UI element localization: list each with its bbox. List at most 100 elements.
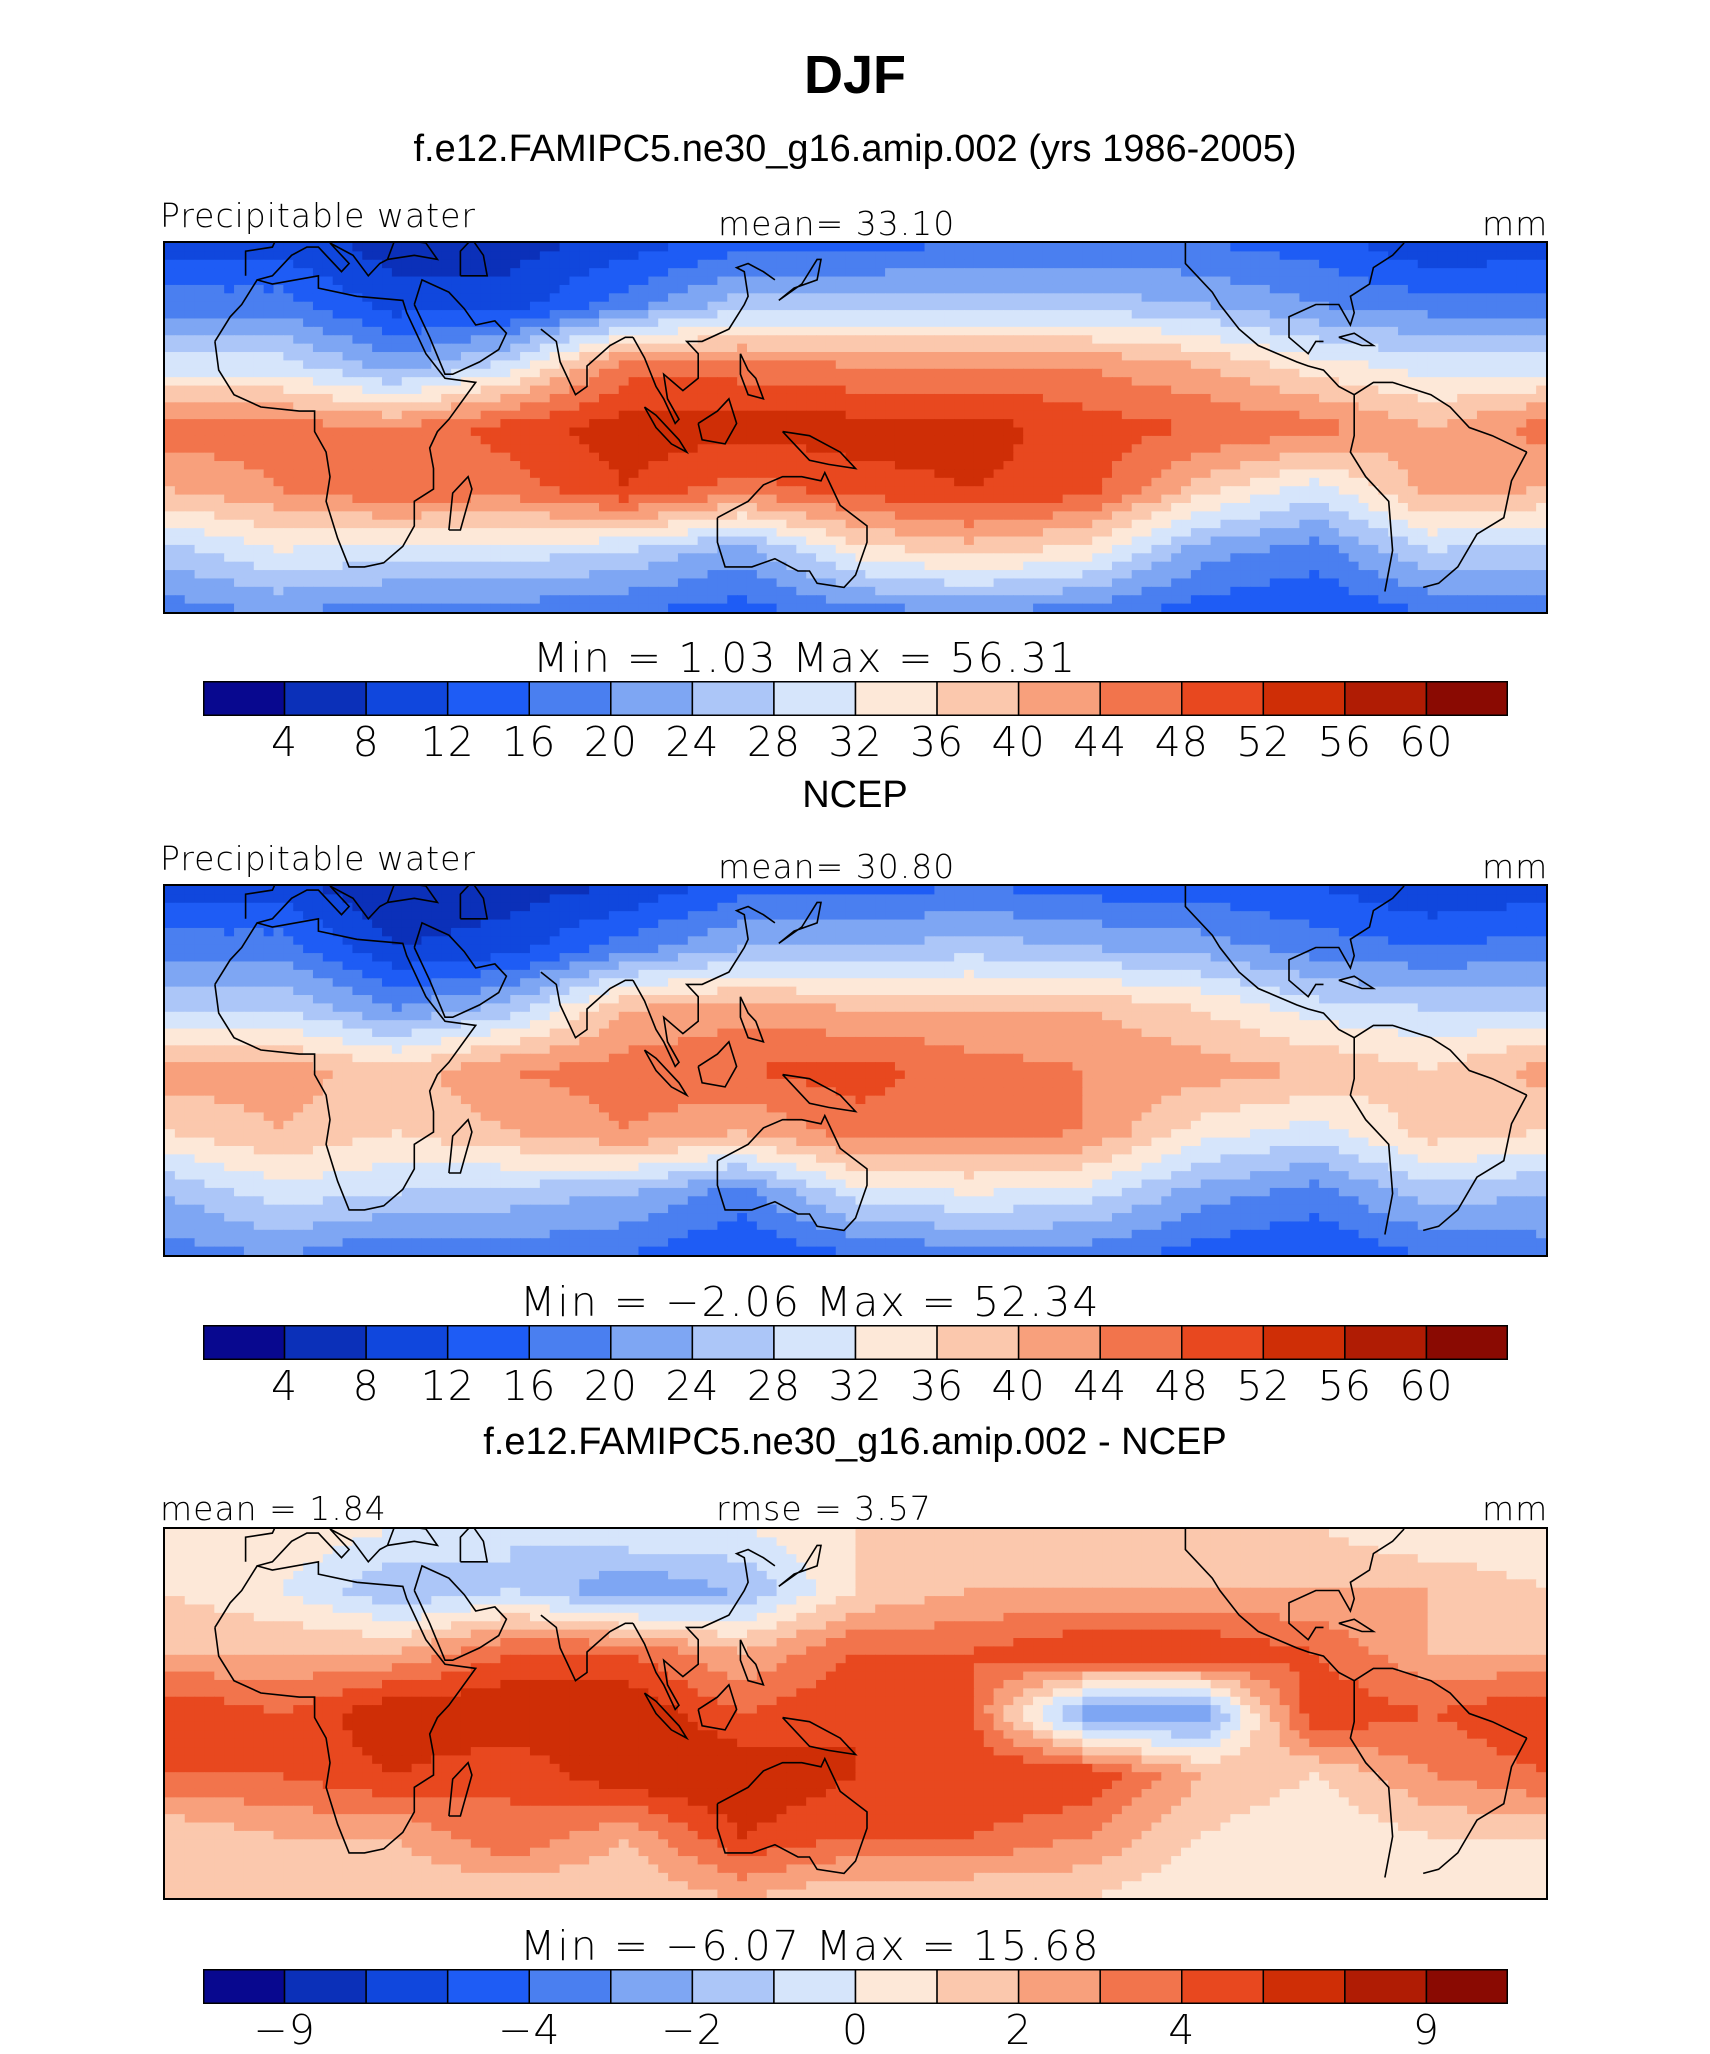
field-cell bbox=[845, 318, 857, 328]
field-cell bbox=[934, 477, 945, 487]
field-cell bbox=[835, 243, 847, 252]
field-cell bbox=[362, 469, 373, 479]
field-cell bbox=[904, 243, 916, 252]
field-cell bbox=[1269, 528, 1281, 538]
field-cell bbox=[1200, 427, 1212, 437]
field-cell bbox=[391, 360, 403, 370]
field-cell bbox=[1072, 469, 1083, 479]
field-cell bbox=[796, 293, 807, 303]
field-cell bbox=[1338, 427, 1350, 437]
field-cell bbox=[529, 352, 541, 362]
field-cell bbox=[1358, 444, 1370, 454]
field-cell bbox=[746, 377, 758, 387]
field-cell bbox=[579, 326, 590, 336]
field-cell bbox=[352, 301, 363, 311]
field-cell bbox=[786, 427, 797, 437]
field-cell bbox=[638, 343, 649, 353]
field-cell bbox=[362, 410, 373, 420]
field-cell bbox=[1417, 419, 1429, 429]
field-cell bbox=[934, 452, 945, 462]
field-cell bbox=[885, 335, 896, 345]
field-cell bbox=[1181, 511, 1192, 521]
field-cell bbox=[1526, 368, 1537, 378]
field-cell bbox=[1141, 402, 1153, 412]
field-cell bbox=[253, 310, 265, 320]
field-cell bbox=[677, 293, 689, 303]
field-cell bbox=[677, 486, 689, 496]
field-cell bbox=[668, 310, 679, 320]
field-cell bbox=[1131, 385, 1143, 395]
field-cell bbox=[1388, 335, 1399, 345]
field-cell bbox=[234, 251, 245, 261]
field-cell bbox=[1309, 502, 1320, 512]
field-cell bbox=[1299, 511, 1310, 521]
field-cell bbox=[608, 251, 620, 261]
field-cell bbox=[441, 293, 452, 303]
field-cell bbox=[746, 469, 758, 479]
field-cell bbox=[1457, 494, 1468, 504]
field-cell bbox=[993, 410, 1005, 420]
field-cell bbox=[806, 335, 817, 345]
field-cell bbox=[1092, 293, 1103, 303]
field-cell bbox=[589, 393, 600, 403]
field-cell bbox=[500, 310, 511, 320]
field-cell bbox=[1141, 502, 1153, 512]
field-cell bbox=[993, 368, 1005, 378]
field-cell bbox=[332, 444, 344, 454]
field-cell bbox=[1220, 502, 1231, 512]
field-cell bbox=[510, 469, 521, 479]
field-cell bbox=[569, 377, 580, 387]
field-cell bbox=[312, 284, 324, 294]
field-cell bbox=[1447, 410, 1458, 420]
field-cell bbox=[885, 427, 896, 437]
field-cell bbox=[342, 243, 354, 252]
field-cell bbox=[184, 435, 196, 445]
field-cell bbox=[1210, 326, 1222, 336]
field-cell bbox=[559, 469, 571, 479]
field-cell bbox=[1398, 410, 1409, 420]
field-cell bbox=[391, 352, 403, 362]
field-cell bbox=[658, 477, 669, 487]
field-cell bbox=[865, 385, 876, 395]
field-cell bbox=[608, 494, 620, 504]
field-cell bbox=[1003, 536, 1014, 546]
field-cell bbox=[737, 385, 748, 395]
field-cell bbox=[1536, 259, 1546, 269]
field-cell bbox=[608, 243, 620, 252]
field-cell bbox=[224, 335, 235, 345]
field-cell bbox=[283, 427, 294, 437]
field-cell bbox=[845, 444, 857, 454]
field-cell bbox=[1328, 385, 1340, 395]
field-cell bbox=[569, 536, 580, 546]
field-cell bbox=[214, 343, 225, 353]
field-cell bbox=[687, 452, 699, 462]
field-cell bbox=[924, 243, 936, 252]
field-cell bbox=[1516, 410, 1527, 420]
field-cell bbox=[1092, 360, 1103, 370]
field-cell bbox=[914, 536, 926, 546]
field-cell bbox=[1447, 368, 1458, 378]
field-cell bbox=[480, 377, 492, 387]
field-cell bbox=[273, 393, 284, 403]
field-cell bbox=[1378, 469, 1389, 479]
field-cell bbox=[1161, 410, 1172, 420]
field-cell bbox=[480, 536, 492, 546]
field-cell bbox=[776, 352, 788, 362]
field-cell bbox=[608, 377, 620, 387]
field-cell bbox=[470, 284, 482, 294]
field-cell bbox=[589, 343, 600, 353]
field-cell bbox=[1536, 494, 1546, 504]
field-cell bbox=[973, 335, 985, 345]
field-cell bbox=[1259, 251, 1271, 261]
field-cell bbox=[638, 410, 649, 420]
field-cell bbox=[934, 318, 945, 328]
field-cell bbox=[194, 352, 206, 362]
field-cell bbox=[529, 536, 541, 546]
field-cell bbox=[441, 276, 452, 286]
field-cell bbox=[924, 494, 936, 504]
field-cell bbox=[648, 427, 659, 437]
field-cell bbox=[1516, 494, 1527, 504]
field-cell bbox=[717, 301, 728, 311]
field-cell bbox=[1250, 519, 1261, 529]
field-cell bbox=[618, 435, 630, 445]
